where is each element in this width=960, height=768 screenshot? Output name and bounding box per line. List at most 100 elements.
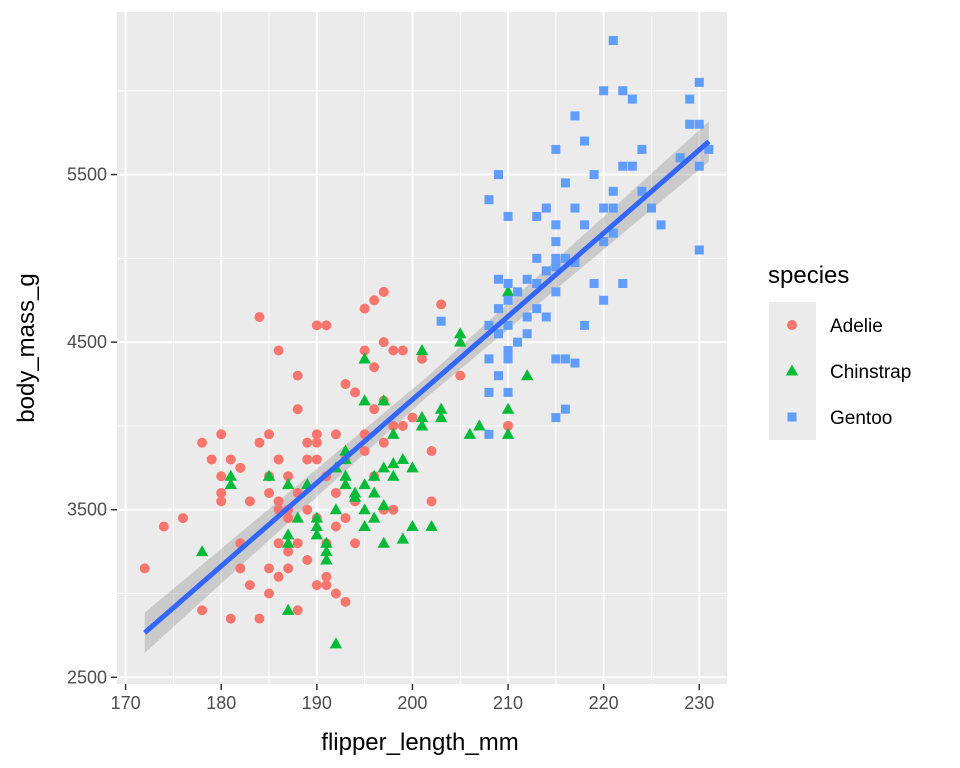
data-point-gentoo [637,144,647,154]
data-point-adelie [397,420,408,431]
data-point-gentoo [532,304,542,314]
data-point-adelie [302,454,313,465]
data-point-chinstrap [415,419,429,431]
data-point-adelie [216,471,227,482]
x-tick-label: 190 [302,693,332,713]
data-point-gentoo [694,77,704,87]
data-point-chinstrap [310,511,324,523]
data-point-gentoo [484,429,494,439]
data-point-adelie [330,588,341,599]
data-point-gentoo [580,320,590,330]
data-point-gentoo [599,295,609,305]
data-point-adelie [302,504,313,515]
data-point-gentoo [570,203,580,213]
data-point-chinstrap [434,402,448,414]
data-point-chinstrap [358,352,371,364]
data-point-chinstrap [329,637,343,649]
data-point-adelie [378,286,389,297]
x-tick-label: 200 [397,693,427,713]
data-point-gentoo [532,253,542,263]
data-point-gentoo [493,329,503,339]
x-axis-title: flipper_length_mm [321,729,518,756]
data-point-chinstrap [224,478,237,490]
data-point-adelie [225,613,236,624]
data-point-adelie [388,345,399,356]
data-point-gentoo [560,178,570,188]
data-point-adelie [311,580,322,591]
data-point-gentoo [493,371,503,381]
data-point-adelie [206,454,217,465]
data-point-adelie [273,538,284,549]
y-tick-label: 2500 [67,667,107,687]
data-point-adelie [283,513,294,524]
series-gentoo [436,35,714,439]
data-point-gentoo [560,404,570,414]
data-point-adelie [340,379,351,390]
data-point-adelie [330,429,341,440]
data-point-gentoo [618,161,628,171]
data-point-adelie [292,404,303,415]
data-point-adelie [417,353,427,364]
data-point-adelie [455,370,466,381]
data-point-gentoo [589,278,599,288]
data-point-gentoo [551,287,561,297]
data-point-adelie [292,605,303,616]
data-point-chinstrap [425,519,438,532]
x-tick-label: 220 [589,693,619,713]
legend-item-gentoo: Gentoo [769,394,892,440]
data-point-adelie [264,563,275,574]
data-point-adelie [235,563,246,574]
data-point-chinstrap [358,503,371,515]
data-point-adelie [359,303,370,314]
data-point-adelie [254,311,265,322]
legend-key-chinstrap [785,364,799,376]
data-point-adelie [254,613,265,624]
data-point-adelie [311,437,322,448]
data-point-adelie [235,462,246,473]
data-point-chinstrap [501,285,515,297]
data-point-chinstrap [406,461,419,473]
data-point-adelie [264,429,275,440]
data-point-chinstrap [377,394,390,406]
data-point-gentoo [493,274,503,284]
data-point-chinstrap [454,335,467,347]
data-point-chinstrap [454,327,467,339]
data-point-chinstrap [348,490,362,502]
data-point-gentoo [551,253,561,263]
data-point-chinstrap [396,452,410,464]
regression-line-layer [143,139,711,635]
data-point-adelie [388,504,399,515]
data-point-gentoo [599,86,609,96]
data-point-adelie [311,429,322,440]
data-point-gentoo [541,266,551,276]
data-point-chinstrap [281,478,295,490]
data-point-adelie [273,345,284,356]
data-point-gentoo [541,312,551,322]
legend-item-adelie: Adelie [769,302,883,348]
data-point-gentoo [627,161,637,171]
legend-label: Gentoo [830,408,892,429]
data-point-chinstrap [291,511,304,523]
legend-item-chinstrap: Chinstrap [769,348,911,394]
data-point-gentoo [704,144,714,154]
data-point-adelie [244,496,255,507]
data-point-adelie [369,295,380,306]
y-tick-label: 5500 [67,165,107,185]
data-point-chinstrap [310,519,324,532]
data-point-adelie [216,496,227,507]
series-chinstrap [195,285,534,649]
data-point-gentoo [618,86,628,96]
data-point-adelie [292,370,303,381]
regression-line [143,139,711,635]
data-point-chinstrap [281,536,295,548]
legend-items: Adelie Chinstrap Gentoo [769,302,911,440]
data-point-chinstrap [320,536,333,548]
legend-key-gentoo [787,412,797,422]
data-point-adelie [311,454,322,465]
data-point-gentoo [503,354,513,364]
data-point-chinstrap [387,427,400,439]
data-point-chinstrap [377,461,390,473]
legend-label: Chinstrap [830,362,911,383]
x-tick-label: 170 [111,693,141,713]
